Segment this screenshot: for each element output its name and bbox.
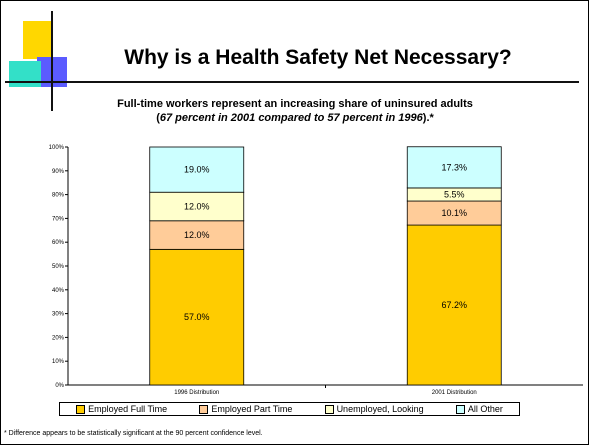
legend-swatch [199, 404, 209, 414]
y-tick-label: 20% [52, 335, 65, 341]
decorative-yellow-square [23, 21, 53, 59]
legend-item: Employed Full Time [76, 404, 167, 414]
data-label: 57.0% [184, 312, 210, 322]
data-label: 19.0% [184, 165, 210, 175]
y-tick-label: 90% [52, 169, 65, 175]
legend-item: Unemployed, Looking [324, 404, 424, 414]
data-label: 12.0% [184, 230, 210, 240]
data-label: 5.5% [444, 189, 465, 199]
bar-segment [149, 248, 245, 386]
category-label: 2001 Distribution [432, 390, 477, 396]
y-tick-label: 0% [55, 383, 64, 389]
data-label: 12.0% [184, 202, 210, 212]
slide-title: Why is a Health Safety Net Necessary? [124, 46, 512, 69]
legend-label: All Other [467, 404, 503, 414]
y-tick-label: 40% [52, 288, 65, 294]
bar-segment [406, 200, 502, 226]
bar-segment [406, 146, 502, 189]
legend-item: Employed Part Time [199, 404, 292, 414]
footnote: * Difference appears to be statistically… [4, 430, 263, 437]
legend-label: Employed Part Time [211, 404, 293, 414]
data-label: 10.1% [441, 208, 467, 218]
subtitle-line-2: (67 percent in 2001 compared to 57 perce… [40, 111, 550, 125]
subtitle-close: ).* [422, 112, 434, 124]
data-label: 17.3% [441, 162, 467, 172]
category-label: 1996 Distribution [174, 390, 219, 396]
chart-subtitle: Full-time workers represent an increasin… [40, 97, 550, 125]
y-tick-label: 80% [52, 193, 65, 199]
data-label: 67.2% [441, 300, 467, 310]
y-tick-label: 60% [52, 240, 65, 246]
legend-swatch [324, 404, 334, 414]
decorative-vertical-line [51, 11, 53, 111]
subtitle-open-paren: ( [156, 112, 160, 124]
legend-swatch [76, 404, 86, 414]
legend-item: All Other [455, 404, 503, 414]
y-tick-label: 50% [52, 264, 65, 270]
legend-label: Unemployed, Looking [336, 404, 424, 414]
y-tick-label: 70% [52, 216, 65, 222]
subtitle-line-1: Full-time workers represent an increasin… [117, 98, 473, 110]
decorative-horizontal-line [5, 81, 579, 83]
y-tick-label: 30% [52, 312, 65, 318]
legend-swatch [455, 404, 465, 414]
bar-segment [149, 146, 245, 193]
subtitle-italic-text: 67 percent in 2001 compared to 57 percen… [159, 112, 423, 124]
y-tick-label: 10% [52, 359, 65, 365]
bar-segment [406, 224, 502, 386]
legend-label: Employed Full Time [88, 404, 168, 414]
chart-legend: Employed Full Time Employed Part Time Unem… [59, 402, 520, 416]
y-tick-label: 100% [49, 145, 65, 151]
